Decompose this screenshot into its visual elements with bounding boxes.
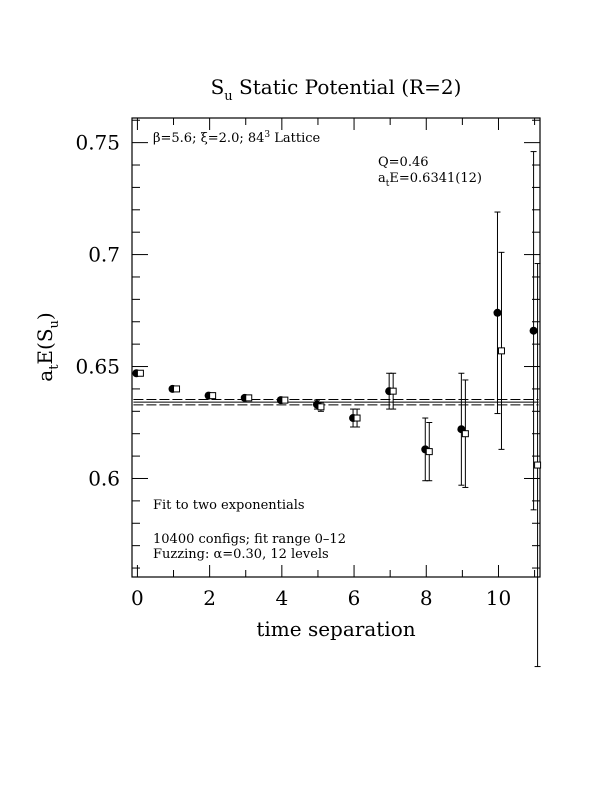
data-point-square <box>497 347 505 355</box>
x-tick-label: 0 <box>131 586 144 610</box>
data-point-square <box>534 461 542 469</box>
data-point-square <box>136 369 144 377</box>
lattice-annotation: β=5.6; ξ=2.0; 843 Lattice <box>153 130 321 146</box>
fit-band <box>133 398 539 406</box>
data-point-square <box>209 392 217 400</box>
fuzzing-annotation: Fuzzing: α=0.30, 12 levels <box>153 547 329 562</box>
fit-method-annotation: Fit to two exponentials <box>153 498 305 513</box>
data-point-circle <box>529 326 538 335</box>
y-tick-label: 0.75 <box>75 131 120 155</box>
fit-energy-annotation: atE=0.6341(12) <box>378 171 482 189</box>
x-tick-label: 8 <box>420 586 433 610</box>
y-tick-label: 0.7 <box>88 243 120 267</box>
q-value-annotation: Q=0.46 <box>378 155 429 170</box>
x-tick-label: 6 <box>348 586 361 610</box>
data-point-square <box>389 387 397 395</box>
configs-annotation: 10400 configs; fit range 0–12 <box>153 532 346 547</box>
data-point-square <box>281 396 289 404</box>
y-axis-label: atE(Su) <box>33 312 62 381</box>
x-tick-label: 2 <box>203 586 216 610</box>
data-point-square <box>461 430 469 438</box>
axes: 0 2 4 6 8 10 0.6 0.65 0.7 0.75 <box>75 117 541 610</box>
data-point-square <box>245 394 253 402</box>
data-point-circle <box>493 308 502 317</box>
x-tick-label: 10 <box>486 586 511 610</box>
data-point-square <box>173 385 181 393</box>
y-tick-label: 0.65 <box>75 355 120 379</box>
data-marks <box>132 151 542 668</box>
plot-frame <box>131 117 541 578</box>
chart-title: Su Static Potential (R=2) <box>211 75 462 104</box>
data-point-square <box>425 448 433 456</box>
x-axis-label: time separation <box>256 617 415 641</box>
data-point-square <box>353 414 361 422</box>
data-point-square <box>317 403 325 411</box>
x-tick-label: 4 <box>275 586 288 610</box>
y-tick-label: 0.6 <box>88 466 120 490</box>
